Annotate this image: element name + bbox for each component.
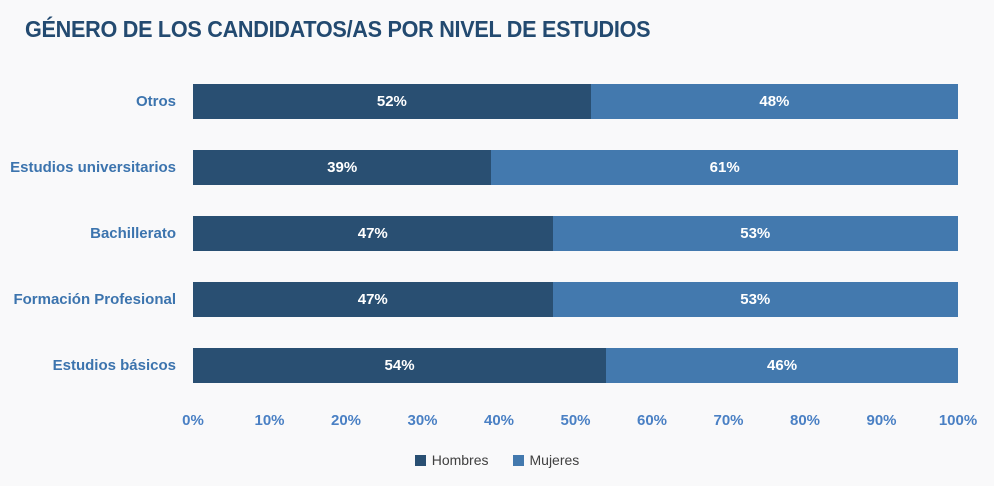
category-label: Formación Profesional — [13, 290, 176, 308]
bar-value-label: 46% — [767, 356, 798, 374]
bar-value-label: 61% — [709, 158, 740, 176]
x-axis-tick-label: 10% — [254, 412, 285, 429]
bar-track: 47% 53% — [193, 281, 958, 317]
bar-segment-hombres: 39% — [193, 149, 492, 185]
bar-segment-hombres: 54% — [193, 347, 607, 383]
plot-area: Otros 52% 48% Estudios universitarios 39% 61%… — [0, 68, 994, 398]
legend-label: Hombres — [431, 452, 489, 468]
bar-value-label: 54% — [384, 356, 415, 374]
legend-swatch-icon — [414, 454, 426, 466]
legend: Hombres Mujeres — [0, 452, 994, 468]
x-axis-tick-label: 50% — [560, 412, 591, 429]
category-label: Otros — [135, 92, 176, 110]
bar-value-label: 53% — [740, 224, 771, 242]
chart-row: Estudios básicos 54% 46% — [0, 332, 994, 398]
bar-segment-mujeres: 61% — [491, 149, 958, 185]
bar-segment-hombres: 47% — [193, 281, 553, 317]
bar-value-label: 52% — [376, 92, 407, 110]
chart-title: GÉNERO DE LOS CANDIDATOS/AS POR NIVEL DE… — [25, 16, 651, 42]
x-axis-tick-label: 80% — [789, 412, 821, 429]
bar-track: 39% 61% — [193, 149, 958, 185]
bar-segment-mujeres: 53% — [552, 281, 958, 317]
x-axis-tick-label: 90% — [866, 412, 897, 429]
legend-swatch-icon — [512, 454, 524, 466]
category-label: Bachillerato — [90, 224, 176, 242]
chart-row: Formación Profesional 47% 53% — [0, 266, 994, 332]
bar-segment-mujeres: 46% — [606, 347, 958, 383]
x-axis-tick-label: 60% — [636, 412, 668, 429]
x-axis-tick-label: 100% — [938, 412, 978, 429]
bar-segment-hombres: 52% — [193, 83, 591, 119]
bar-value-label: 39% — [327, 158, 358, 176]
chart-row: Otros 52% 48% — [0, 68, 994, 134]
x-axis-tick-label: 30% — [407, 412, 438, 429]
legend-item-mujeres: Mujeres — [512, 452, 580, 468]
x-axis-tick-label: 70% — [713, 412, 744, 429]
bar-track: 54% 46% — [193, 347, 958, 383]
bar-value-label: 48% — [759, 92, 790, 110]
bar-segment-mujeres: 53% — [552, 215, 958, 251]
legend-item-hombres: Hombres — [414, 452, 489, 468]
x-axis: 0% 10% 20% 30% 40% 50% 60% 70% 80% 90% 100% — [182, 408, 977, 432]
legend-label: Mujeres — [529, 452, 580, 468]
bar-segment-mujeres: 48% — [590, 83, 958, 119]
chart-row: Bachillerato 47% 53% — [0, 200, 994, 266]
bar-segment-hombres: 47% — [193, 215, 553, 251]
bar-value-label: 47% — [357, 224, 388, 242]
bar-value-label: 47% — [357, 290, 388, 308]
category-label: Estudios universitarios — [10, 158, 176, 176]
chart-row: Estudios universitarios 39% 61% — [0, 134, 994, 200]
bar-track: 47% 53% — [193, 215, 958, 251]
x-axis-tick-label: 40% — [483, 412, 515, 429]
x-axis-tick-label: 20% — [330, 412, 362, 429]
x-axis-tick-label: 0% — [182, 412, 204, 429]
bar-track: 52% 48% — [193, 83, 958, 119]
bar-value-label: 53% — [740, 290, 771, 308]
category-label: Estudios básicos — [52, 356, 176, 374]
